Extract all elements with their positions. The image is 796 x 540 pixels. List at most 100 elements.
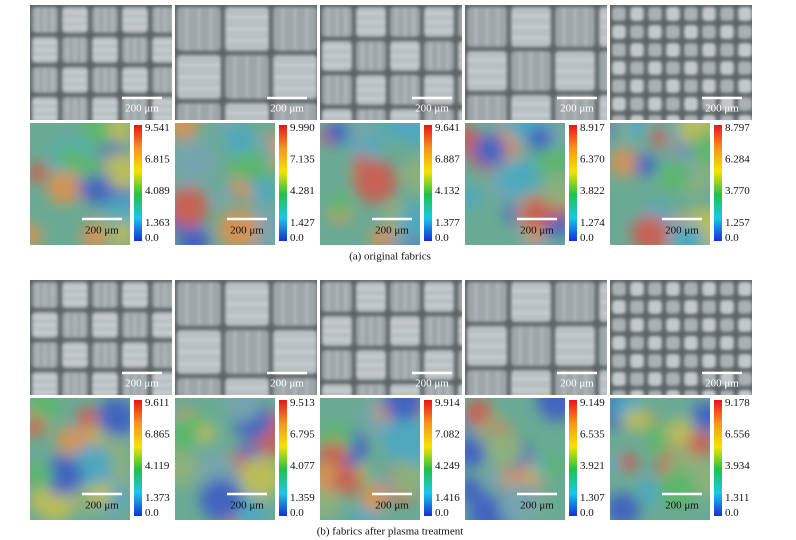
weave [467, 282, 607, 395]
blob [485, 429, 524, 469]
colorbar-label: 0.0 [435, 507, 449, 519]
colorbar-label: 1.377 [435, 217, 460, 229]
yarn [756, 408, 770, 422]
blob [650, 128, 669, 147]
texture [610, 398, 710, 520]
yarn [458, 282, 462, 312]
weave [177, 282, 317, 395]
blob [106, 153, 130, 190]
colorbar-label: 9.513 [290, 397, 315, 409]
texture [30, 398, 130, 520]
yarn [599, 370, 607, 395]
colorbar-label: 1.257 [725, 217, 750, 229]
blob [657, 468, 697, 509]
blob [175, 139, 217, 183]
colorbar [424, 400, 432, 516]
blob [76, 406, 99, 429]
blobs [175, 123, 275, 245]
blob [536, 398, 565, 421]
yarn [738, 133, 752, 147]
yarn [756, 97, 770, 111]
colorbar-label: 1.311 [725, 492, 749, 504]
fabric-photo [465, 280, 607, 395]
yarn [756, 79, 770, 93]
blob [381, 417, 420, 461]
texture [610, 123, 710, 245]
blob [353, 159, 398, 204]
blob [398, 203, 420, 238]
yarn [458, 7, 462, 37]
blobs [320, 398, 420, 520]
yarn [458, 75, 462, 105]
blob [175, 123, 200, 140]
yarn [458, 384, 462, 395]
fabric-photo [30, 5, 172, 120]
blob [55, 426, 83, 454]
yarn [458, 109, 462, 120]
blobs [610, 398, 710, 520]
colorbar-label: 6.370 [580, 153, 605, 165]
colorbar-label: 0.0 [435, 232, 449, 244]
colorbar-label: 9.641 [435, 122, 460, 134]
colorbar-label: 4.132 [435, 185, 460, 197]
blob [669, 222, 706, 245]
colorbar-label: 1.274 [580, 217, 605, 229]
blob [217, 208, 260, 245]
colorbar-label: 0.0 [145, 232, 159, 244]
blob [350, 123, 373, 146]
weave [612, 282, 770, 422]
yarn [756, 300, 770, 314]
caption: (b) fabrics after plasma treatment [317, 526, 464, 538]
colorbar-label: 7.135 [290, 153, 315, 165]
yarn [720, 408, 734, 422]
blob [328, 193, 352, 217]
blob [498, 156, 539, 198]
yarn [225, 378, 269, 395]
weave [467, 7, 607, 120]
colorbar-label: 4.077 [290, 460, 315, 472]
blob [99, 220, 120, 240]
heatmap [30, 123, 130, 245]
blob [518, 196, 552, 229]
colorbar-label: 1.416 [435, 492, 460, 504]
blob [175, 186, 209, 228]
fabric-photo [175, 5, 317, 120]
colorbar [569, 125, 577, 241]
texture [30, 123, 130, 245]
scale-label: 200 μm [85, 225, 119, 237]
heatmap [465, 123, 565, 245]
colorbar-label: 9.178 [725, 397, 750, 409]
heatmap [175, 398, 275, 520]
blobs [320, 123, 420, 245]
colorbar-label: 6.815 [145, 153, 170, 165]
fabric-photo [175, 280, 317, 395]
blobs [175, 398, 275, 520]
scale-label: 200 μm [375, 225, 409, 237]
heatmap [610, 123, 710, 245]
colorbar-label: 6.887 [435, 153, 460, 165]
yarn [756, 336, 770, 350]
blob [224, 124, 255, 155]
colorbar-label: 6.795 [290, 428, 315, 440]
blob [610, 147, 639, 178]
blob [360, 483, 389, 512]
heatmap [320, 398, 420, 520]
blobs [610, 123, 710, 245]
scale-label: 200 μm [520, 500, 554, 512]
heatmap [175, 123, 275, 245]
colorbar-label: 7.082 [435, 428, 460, 440]
colorbar-label: 3.921 [580, 460, 605, 472]
blob [225, 398, 262, 422]
scale-label: 200 μm [85, 500, 119, 512]
colorbar [134, 400, 142, 516]
colorbar-label: 0.0 [580, 232, 594, 244]
weave [612, 7, 770, 147]
blobs [465, 398, 565, 520]
blob [527, 125, 553, 152]
scale-label: 200 μm [270, 378, 304, 390]
yarn [720, 133, 734, 147]
weave [32, 282, 172, 395]
blob [610, 492, 641, 520]
blob [659, 159, 691, 192]
colorbar-label: 4.089 [145, 185, 170, 197]
